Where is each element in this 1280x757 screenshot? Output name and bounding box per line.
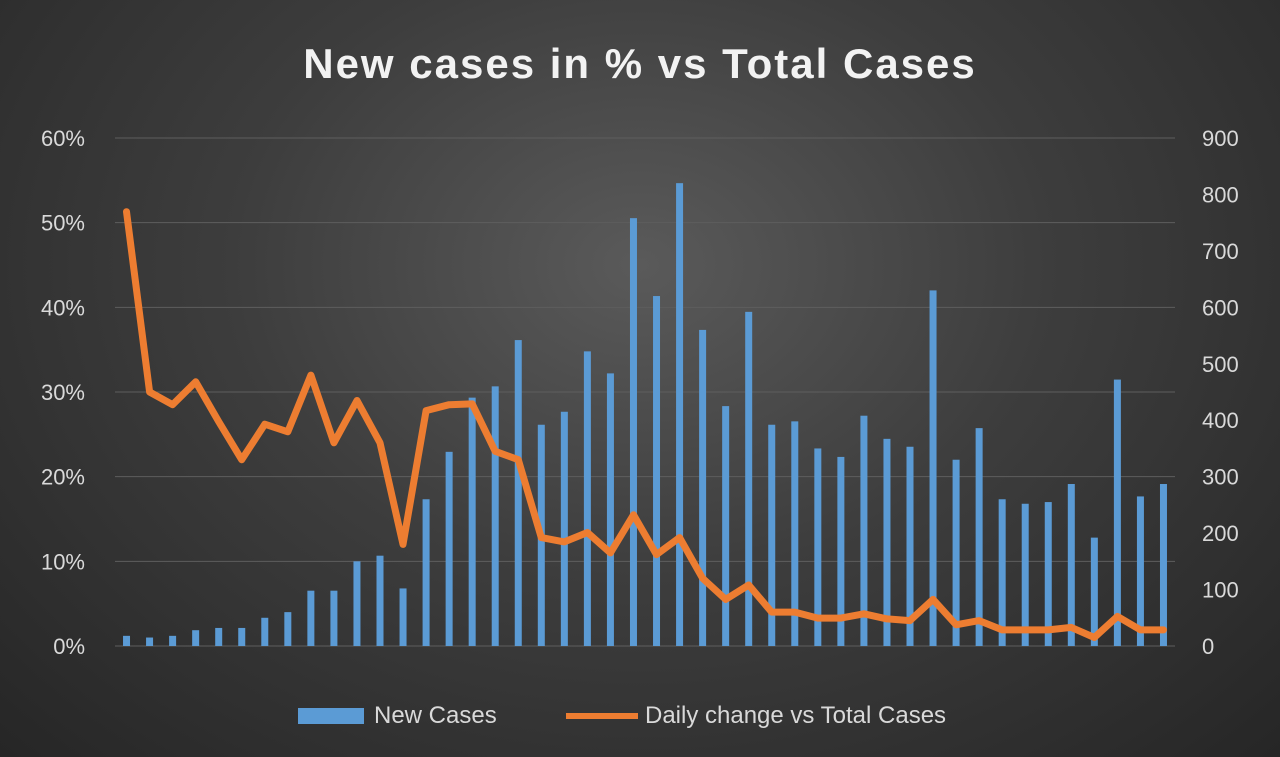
right-y-axis: 0 100 200 300 400 500 600 700 800 900 bbox=[1202, 126, 1239, 659]
left-axis-tick-label: 30% bbox=[41, 380, 85, 405]
new-cases-bar bbox=[1090, 537, 1098, 646]
right-axis-tick-label: 900 bbox=[1202, 126, 1239, 151]
new-cases-bar bbox=[560, 411, 568, 646]
right-axis-tick-label: 400 bbox=[1202, 408, 1239, 433]
legend-label-daily-change: Daily change vs Total Cases bbox=[645, 702, 946, 729]
new-cases-bar bbox=[883, 438, 891, 646]
new-cases-bar bbox=[952, 459, 960, 646]
new-cases-bar bbox=[307, 590, 315, 646]
right-axis-tick-label: 800 bbox=[1202, 182, 1239, 207]
new-cases-bar bbox=[745, 311, 753, 646]
new-cases-bar bbox=[261, 617, 269, 646]
new-cases-bar bbox=[676, 183, 684, 646]
new-cases-bar bbox=[860, 415, 868, 646]
left-axis-tick-label: 40% bbox=[41, 295, 85, 320]
new-cases-bar bbox=[1136, 496, 1144, 646]
new-cases-bar bbox=[376, 555, 384, 646]
new-cases-bar bbox=[722, 406, 730, 646]
left-axis-tick-label: 0% bbox=[53, 634, 85, 659]
new-cases-bar bbox=[998, 499, 1006, 646]
gridlines bbox=[115, 137, 1175, 647]
daily-change-line bbox=[123, 208, 1167, 641]
right-axis-tick-label: 700 bbox=[1202, 239, 1239, 264]
left-axis-tick-label: 50% bbox=[41, 211, 85, 236]
new-cases-bar bbox=[1021, 503, 1029, 646]
right-axis-tick-label: 200 bbox=[1202, 521, 1239, 546]
new-cases-bar bbox=[837, 456, 845, 646]
right-axis-tick-label: 500 bbox=[1202, 352, 1239, 377]
new-cases-bar bbox=[975, 428, 983, 646]
new-cases-bar bbox=[814, 448, 822, 646]
new-cases-bar bbox=[629, 218, 637, 646]
left-y-axis: 0% 10% 20% 30% 40% 50% 60% bbox=[41, 126, 85, 659]
new-cases-bar bbox=[791, 421, 799, 646]
new-cases-bar bbox=[768, 424, 776, 646]
new-cases-bar bbox=[583, 351, 591, 646]
new-cases-bar bbox=[514, 340, 522, 646]
new-cases-bar bbox=[491, 386, 499, 646]
new-cases-bar bbox=[238, 627, 246, 646]
chart-title: New cases in % vs Total Cases bbox=[303, 40, 977, 87]
new-cases-bar bbox=[192, 630, 200, 646]
legend-swatch-daily-change bbox=[566, 713, 638, 719]
right-axis-tick-label: 300 bbox=[1202, 465, 1239, 490]
new-cases-bar bbox=[445, 451, 453, 646]
right-axis-tick-label: 100 bbox=[1202, 578, 1239, 603]
new-cases-bar bbox=[399, 588, 407, 646]
new-cases-bar bbox=[422, 499, 430, 646]
new-cases-bar bbox=[1113, 379, 1121, 646]
left-axis-tick-label: 20% bbox=[41, 465, 85, 490]
daily-change-line-series bbox=[123, 208, 1167, 641]
left-axis-tick-label: 60% bbox=[41, 126, 85, 151]
new-cases-bar bbox=[169, 635, 177, 646]
new-cases-bar bbox=[906, 446, 914, 646]
new-cases-bars bbox=[123, 183, 1167, 646]
legend-swatch-new-cases bbox=[298, 708, 364, 724]
new-cases-bar bbox=[215, 627, 223, 646]
new-cases-bar bbox=[468, 397, 476, 646]
new-cases-bar bbox=[653, 296, 661, 646]
new-cases-bar bbox=[1044, 502, 1052, 646]
new-cases-bar bbox=[1159, 484, 1167, 646]
new-cases-bar bbox=[284, 612, 292, 646]
legend: New Cases Daily change vs Total Cases bbox=[298, 702, 946, 729]
right-axis-tick-label: 0 bbox=[1202, 634, 1214, 659]
new-cases-bar bbox=[1067, 484, 1075, 646]
new-cases-bar bbox=[606, 373, 614, 646]
left-axis-tick-label: 10% bbox=[41, 549, 85, 574]
new-cases-bar bbox=[123, 635, 131, 646]
new-cases-bar bbox=[330, 590, 338, 646]
new-cases-bar bbox=[699, 329, 707, 646]
right-axis-tick-label: 600 bbox=[1202, 295, 1239, 320]
new-cases-bar bbox=[929, 290, 937, 646]
new-cases-bar bbox=[146, 637, 154, 646]
new-cases-bar bbox=[353, 561, 361, 646]
legend-label-new-cases: New Cases bbox=[374, 702, 497, 729]
